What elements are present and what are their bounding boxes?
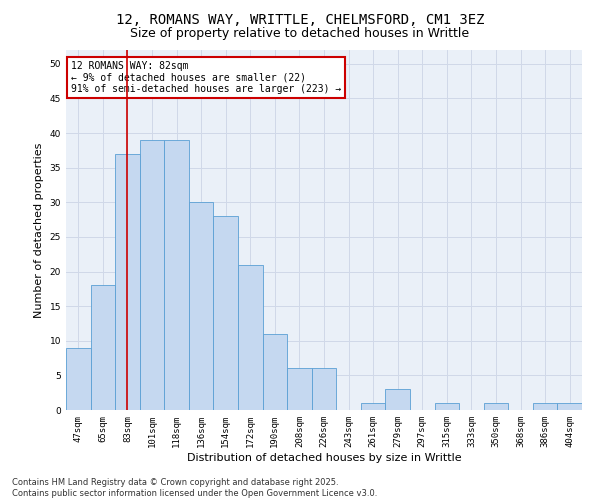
Bar [66,348,91,410]
Bar [312,368,336,410]
Bar [263,334,287,410]
Bar [214,216,238,410]
Bar [140,140,164,410]
Bar [287,368,312,410]
Bar [361,403,385,410]
Bar [533,403,557,410]
Bar [434,403,459,410]
Bar [238,264,263,410]
Bar [484,403,508,410]
Text: 12, ROMANS WAY, WRITTLE, CHELMSFORD, CM1 3EZ: 12, ROMANS WAY, WRITTLE, CHELMSFORD, CM1… [116,12,484,26]
Bar [115,154,140,410]
Text: 12 ROMANS WAY: 82sqm
← 9% of detached houses are smaller (22)
91% of semi-detach: 12 ROMANS WAY: 82sqm ← 9% of detached ho… [71,61,341,94]
X-axis label: Distribution of detached houses by size in Writtle: Distribution of detached houses by size … [187,452,461,462]
Bar [189,202,214,410]
Bar [385,389,410,410]
Text: Contains HM Land Registry data © Crown copyright and database right 2025.
Contai: Contains HM Land Registry data © Crown c… [12,478,377,498]
Y-axis label: Number of detached properties: Number of detached properties [34,142,44,318]
Bar [164,140,189,410]
Bar [557,403,582,410]
Text: Size of property relative to detached houses in Writtle: Size of property relative to detached ho… [130,28,470,40]
Bar [91,286,115,410]
